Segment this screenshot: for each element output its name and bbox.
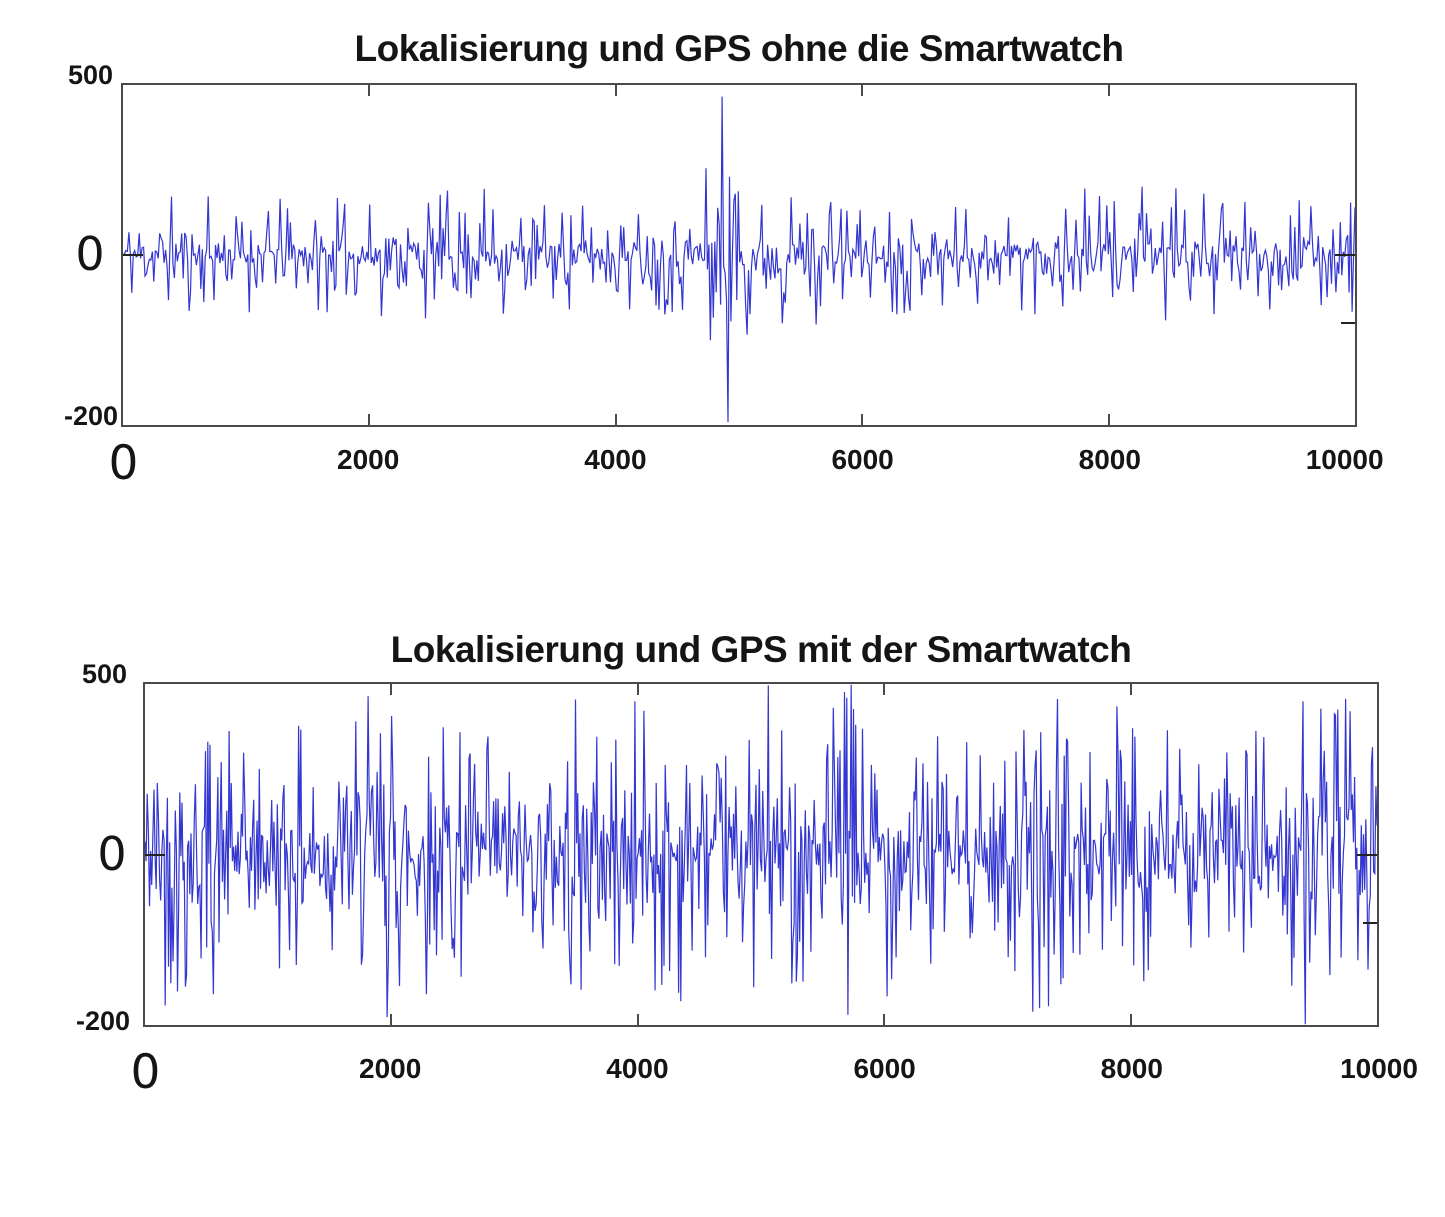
chart1-xtick-0: 0 [108,436,139,491]
x-axis-tick [1107,414,1110,425]
x-axis-tick [1129,684,1132,695]
chart2-plot-area [143,682,1379,1027]
chart2-xtick-2000: 2000 [359,1053,422,1084]
chart2-xtick-8000: 8000 [1100,1053,1163,1084]
x-axis-tick [614,85,617,96]
x-axis-tick [368,85,371,96]
chart2-ytick-minus200: -200 [75,1006,130,1036]
chart1-xtick-6000: 6000 [831,444,894,475]
signal-trace [145,684,1377,1025]
chart1-xtick-8000: 8000 [1078,444,1141,475]
y-minus200-tick [1341,322,1355,324]
chart2-x-axis-labels: 0 2000 4000 6000 8000 10000 [131,1045,1418,1100]
y-zero-tick [1357,853,1377,856]
chart2-title: Lokalisierung und GPS mit der Smartwatch [390,629,1132,670]
chart1-waveform [123,96,1355,423]
chart2-waveform [145,684,1377,1025]
chart2-xtick-0: 0 [130,1045,161,1100]
chart1-xtick-10000: 10000 [1305,444,1384,475]
x-axis-tick [861,414,864,425]
x-axis-tick [861,85,864,96]
x-axis-tick [1107,85,1110,96]
y-zero-tick [145,853,165,856]
chart1-x-axis-labels: 0 2000 4000 6000 8000 10000 [109,436,1384,491]
chart1-ytick-500: 500 [67,60,113,90]
chart2-ytick-0: 0 [97,827,127,881]
x-axis-tick [1129,1014,1132,1025]
chart2-xtick-4000: 4000 [606,1053,669,1084]
chart2-xtick-6000: 6000 [853,1053,916,1084]
chart1-xtick-2000: 2000 [337,444,400,475]
x-axis-tick [390,684,393,695]
chart1-ytick-minus200: -200 [63,401,118,431]
x-axis-tick [636,1014,639,1025]
chart1-xtick-4000: 4000 [584,444,647,475]
x-axis-tick [636,684,639,695]
y-minus200-tick [1363,921,1377,924]
x-axis-tick [390,1014,393,1025]
chart1-title: Lokalisierung und GPS ohne die Smartwatc… [354,28,1124,69]
chart2-xtick-10000: 10000 [1340,1053,1418,1084]
x-axis-tick [368,414,371,425]
signal-trace [123,96,1355,423]
y-zero-tick [1335,254,1355,256]
x-axis-tick [614,414,617,425]
chart1-plot-area [121,83,1357,427]
y-zero-tick [123,254,143,256]
x-axis-tick [883,684,886,695]
x-axis-tick [883,1014,886,1025]
chart1-ytick-0: 0 [75,227,105,281]
chart2-ytick-500: 500 [81,659,127,689]
